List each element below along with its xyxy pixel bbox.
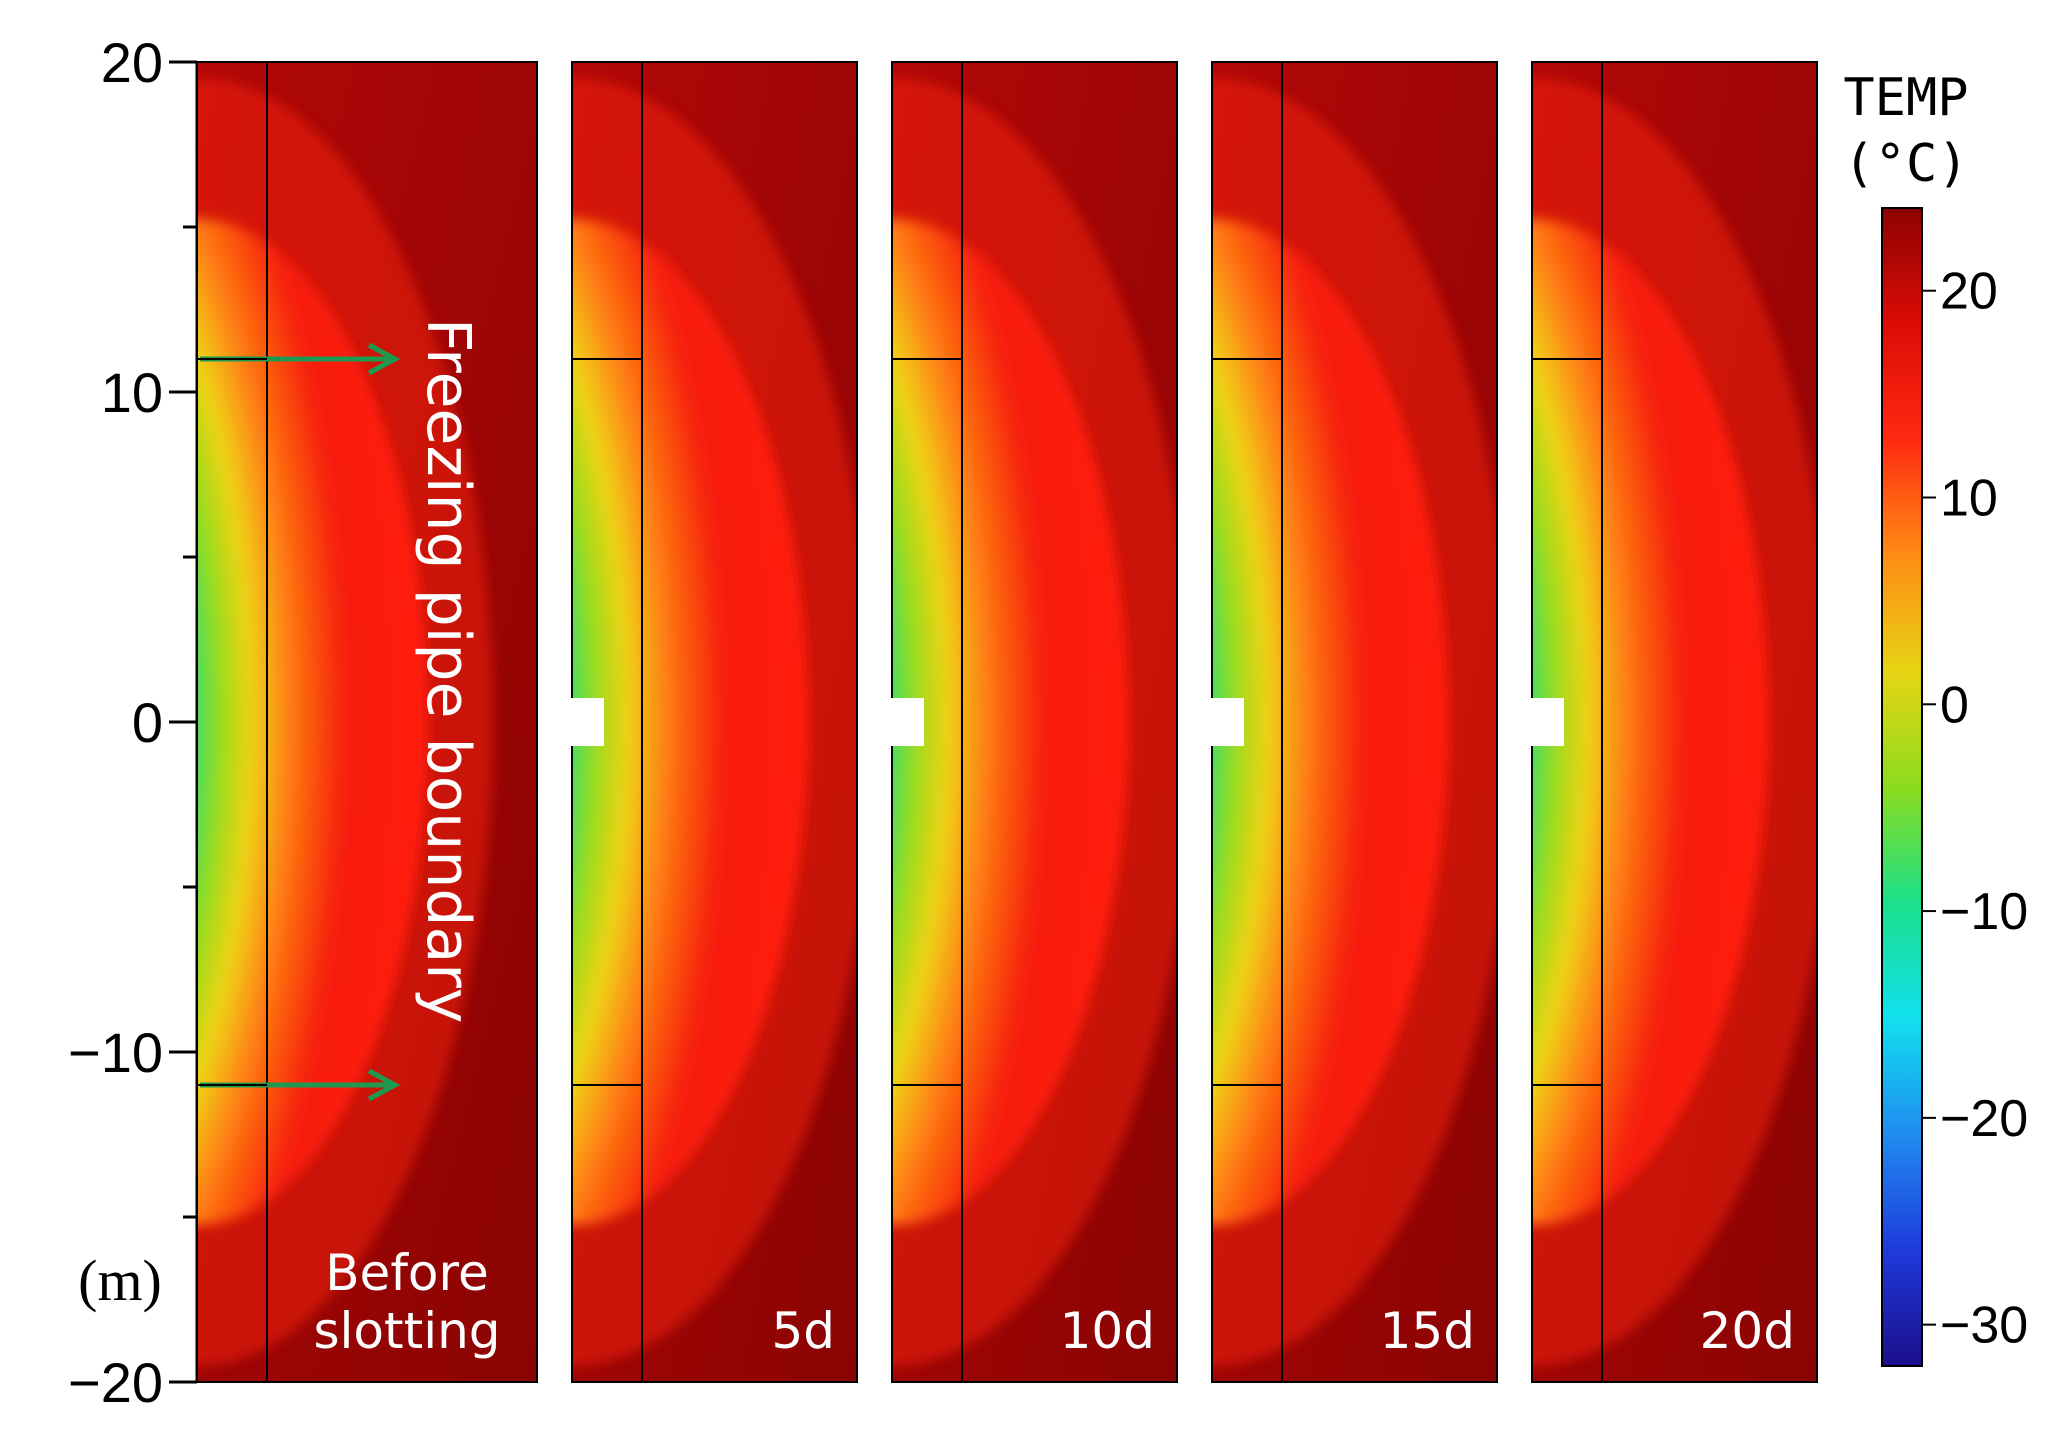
y-tick-label: 20 — [101, 31, 163, 94]
frozen-zone — [572, 219, 809, 1225]
y-axis: 20 10 0 −10 −20 (m) — [68, 31, 199, 1414]
frozen-zone — [197, 219, 429, 1225]
slot-notch — [570, 698, 604, 746]
frozen-zone — [892, 219, 1129, 1225]
panel-label: 15d — [1380, 1302, 1475, 1360]
colorbar-title: TEMP — [1843, 68, 1968, 128]
y-tick-label: 0 — [132, 691, 163, 754]
boundary-arrow-head — [367, 1068, 401, 1102]
panel-border — [196, 61, 538, 1383]
panel-label: slotting — [313, 1302, 500, 1360]
boundary-arrow-head — [367, 342, 401, 376]
colorbar-tick-label: −20 — [1940, 1090, 2028, 1148]
panel-4: 15d — [1210, 61, 1498, 1383]
colorbar-tick-label: −30 — [1940, 1297, 2028, 1355]
colorbar-tick-label: 10 — [1940, 470, 1998, 528]
panel-label: 10d — [1060, 1302, 1155, 1360]
panel-label: 20d — [1700, 1302, 1795, 1360]
frozen-zone — [1212, 219, 1449, 1225]
colorbar-tick-label: −10 — [1940, 883, 2028, 941]
freezing-pipe-annotation: Freezing pipe boundary — [197, 318, 483, 1102]
colorbar-tick-label: 20 — [1940, 263, 1998, 321]
slot-notch — [1210, 698, 1244, 746]
slot-notch — [890, 698, 924, 746]
y-tick-label: −20 — [68, 1351, 163, 1414]
panel-label: Before — [325, 1244, 488, 1302]
colorbar-tick-label: 0 — [1940, 676, 1969, 734]
panel-2: 5d — [570, 61, 858, 1383]
slot-notch — [1530, 698, 1564, 746]
colorbar: 20 10 0 −10 −20 −30 TEMP(°C) — [1843, 68, 2028, 1367]
frozen-zone — [1532, 219, 1769, 1225]
panel-label: 5d — [771, 1302, 835, 1360]
colorbar-title: (°C) — [1843, 134, 1968, 194]
panel-3: 10d — [890, 61, 1178, 1383]
annotation-text: Freezing pipe boundary — [413, 318, 483, 1023]
colorbar-gradient — [1881, 207, 1923, 1367]
y-tick-label: −10 — [68, 1021, 163, 1084]
panel-5: 20d — [1530, 61, 1818, 1383]
y-tick-label: 10 — [101, 361, 163, 424]
y-unit-label: (m) — [78, 1248, 162, 1313]
